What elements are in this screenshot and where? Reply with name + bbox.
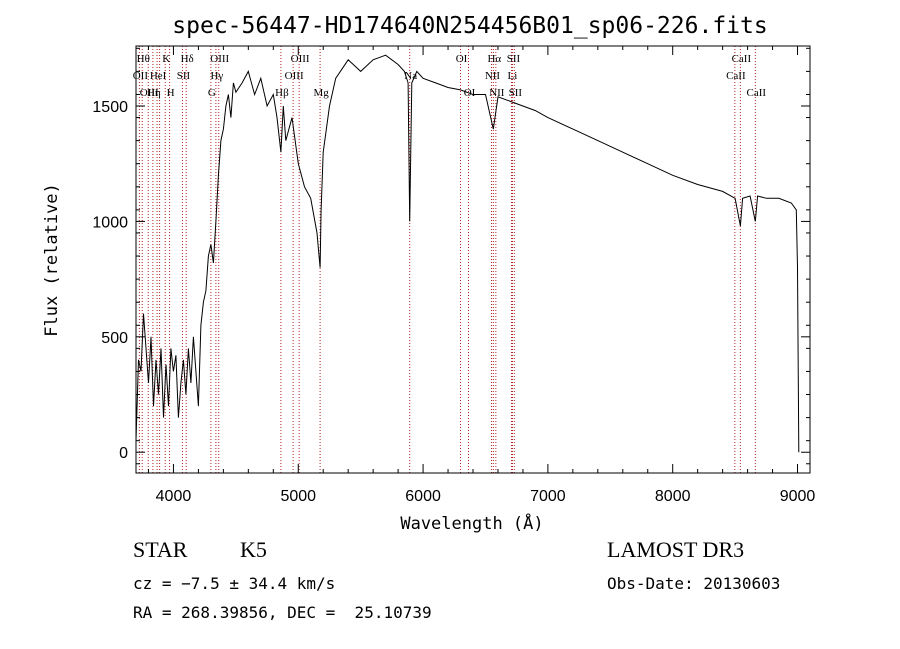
spectral-line-label: OIII	[140, 87, 159, 99]
x-tick-label: 5000	[280, 488, 316, 505]
spectral-line-label: CaII	[726, 70, 746, 82]
survey-name: LAMOST DR3	[607, 537, 745, 562]
spectral-line-label: OI	[456, 53, 468, 65]
spectral-line-label: NII	[489, 87, 505, 99]
x-tick-label: 9000	[780, 488, 816, 505]
spectral-line-label: NII	[485, 70, 501, 82]
spectral-line-label: Hγ	[210, 70, 223, 82]
x-axis: 4000 5000 6000 7000 8000 9000	[147, 46, 816, 505]
spectral-line-label: Hθ	[137, 53, 150, 65]
spectral-line-label: SII	[177, 70, 191, 82]
spectral-line-label: H	[167, 87, 175, 99]
spectral-line-label: Hη	[147, 87, 161, 99]
x-tick-label: 4000	[156, 488, 192, 505]
redshift-cz: cz = −7.5 ± 34.4 km/s	[133, 574, 336, 593]
x-tick-label: 7000	[530, 488, 566, 505]
spectral-line-label: Hδ	[181, 53, 194, 65]
x-axis-label: Wavelength (Å)	[400, 512, 543, 534]
plot-frame	[135, 45, 811, 474]
y-tick-label: 500	[101, 330, 128, 347]
x-tick-label: 6000	[405, 488, 441, 505]
spectral-line-label: G	[208, 87, 216, 99]
spectral-line-label: SII	[507, 53, 521, 65]
x-tick-label: 8000	[655, 488, 691, 505]
spectral-line-label: Mg	[313, 87, 329, 99]
spectral-line-label: SII	[509, 87, 523, 99]
spectral-line-label: K	[162, 53, 170, 65]
spectrum-curve	[135, 54, 800, 453]
y-tick-label: 0	[119, 445, 128, 462]
spectral-line-label: OIII	[285, 70, 304, 82]
spectral-line-label: CaII	[747, 87, 767, 99]
observation-date: Obs-Date: 20130603	[607, 574, 781, 593]
y-axis-label: Flux (relative)	[42, 183, 62, 337]
y-tick-label: 1000	[92, 214, 128, 231]
object-type: STAR	[133, 537, 188, 562]
coordinates: RA = 268.39856, DEC = 25.10739	[133, 603, 432, 622]
spectral-line-label: HeI	[150, 70, 167, 82]
y-axis: 0 500 1000 1500	[92, 47, 810, 465]
y-tick-label: 1500	[92, 99, 128, 116]
spectral-line-labels: OIIHθOIIIHηHeIKHSIIHδGHγOIIIHβOIIIOIIIMg…	[133, 53, 767, 99]
spectral-line-label: OIII	[210, 53, 229, 65]
object-subclass: K5	[240, 537, 267, 562]
chart-title: spec-56447-HD174640N254456B01_sp06-226.f…	[172, 13, 767, 39]
spectral-line-label: Hβ	[275, 87, 289, 99]
spectral-line-label: OII	[133, 70, 149, 82]
spectral-line-label: CaII	[732, 53, 752, 65]
spectral-line-label: OIII	[291, 53, 310, 65]
spectral-line-label: Li	[508, 70, 518, 82]
spectral-line-label: Hα	[487, 53, 501, 65]
